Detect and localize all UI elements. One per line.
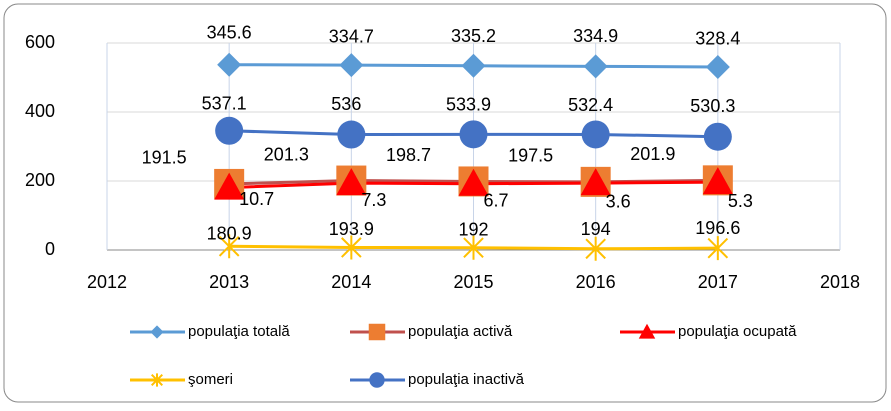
data-point — [218, 234, 240, 259]
data-label: 201.9 — [630, 144, 675, 164]
data-label: 196.6 — [695, 218, 740, 238]
data-point — [581, 120, 610, 149]
data-point — [458, 168, 489, 196]
data-label: 7.3 — [361, 190, 386, 210]
legend-label: şomeri — [188, 371, 233, 388]
x-tick-label: 2013 — [209, 272, 249, 292]
data-label: 334.9 — [573, 26, 618, 46]
data-label: 193.9 — [329, 219, 374, 239]
legend-marker — [638, 323, 656, 339]
data-label: 180.9 — [207, 223, 252, 243]
data-label: 532.4 — [568, 95, 613, 115]
data-label: 335.2 — [451, 26, 496, 46]
x-tick-label: 2018 — [820, 272, 860, 292]
data-label: 191.5 — [142, 148, 187, 168]
data-point — [461, 53, 486, 78]
y-tick-label: 600 — [25, 32, 55, 52]
x-tick-label: 2012 — [87, 272, 127, 292]
x-tick-label: 2014 — [331, 272, 371, 292]
data-point — [215, 116, 244, 145]
data-label: 198.7 — [386, 145, 431, 165]
data-point — [459, 120, 488, 149]
data-label: 192 — [458, 220, 488, 240]
data-label: 6.7 — [484, 190, 509, 210]
data-label: 194 — [581, 219, 611, 239]
data-label: 345.6 — [207, 23, 252, 43]
data-label: 5.3 — [728, 191, 753, 211]
data-point — [585, 236, 606, 261]
data-label: 201.3 — [264, 144, 309, 164]
legend-label: populaţia totală — [188, 323, 290, 340]
data-point — [337, 120, 366, 149]
data-point — [341, 235, 362, 260]
data-label: 533.9 — [446, 95, 491, 115]
data-point — [707, 236, 729, 261]
chart-border — [3, 3, 887, 403]
data-label: 10.7 — [239, 189, 274, 209]
x-tick-label: 2015 — [453, 272, 493, 292]
data-point — [703, 122, 732, 151]
legend-marker — [369, 372, 385, 388]
data-point — [705, 55, 730, 80]
y-tick-label: 400 — [25, 101, 55, 121]
data-label: 197.5 — [508, 146, 553, 166]
data-point — [214, 172, 245, 200]
y-tick-label: 0 — [45, 239, 55, 259]
legend-label: populaţia inactivă — [408, 371, 525, 388]
x-tick-label: 2017 — [698, 272, 738, 292]
x-tick-label: 2016 — [576, 272, 616, 292]
data-label: 328.4 — [695, 28, 740, 48]
legend-label: populaţia ocupată — [678, 323, 797, 340]
data-label: 530.3 — [690, 96, 735, 116]
data-label: 334.7 — [329, 26, 374, 46]
data-label: 536 — [331, 94, 361, 114]
data-label: 537.1 — [202, 93, 247, 113]
legend-marker — [368, 323, 386, 341]
data-point — [580, 168, 611, 196]
data-point — [463, 235, 484, 260]
legend-marker — [150, 325, 164, 339]
data-point — [583, 54, 608, 79]
data-label: 3.6 — [606, 192, 631, 212]
data-point — [336, 168, 367, 196]
legend-marker — [151, 373, 163, 387]
y-tick-label: 200 — [25, 170, 55, 190]
data-point — [702, 167, 733, 195]
data-point — [339, 53, 364, 78]
data-point — [217, 52, 242, 77]
legend-label: populaţia activă — [408, 323, 513, 340]
